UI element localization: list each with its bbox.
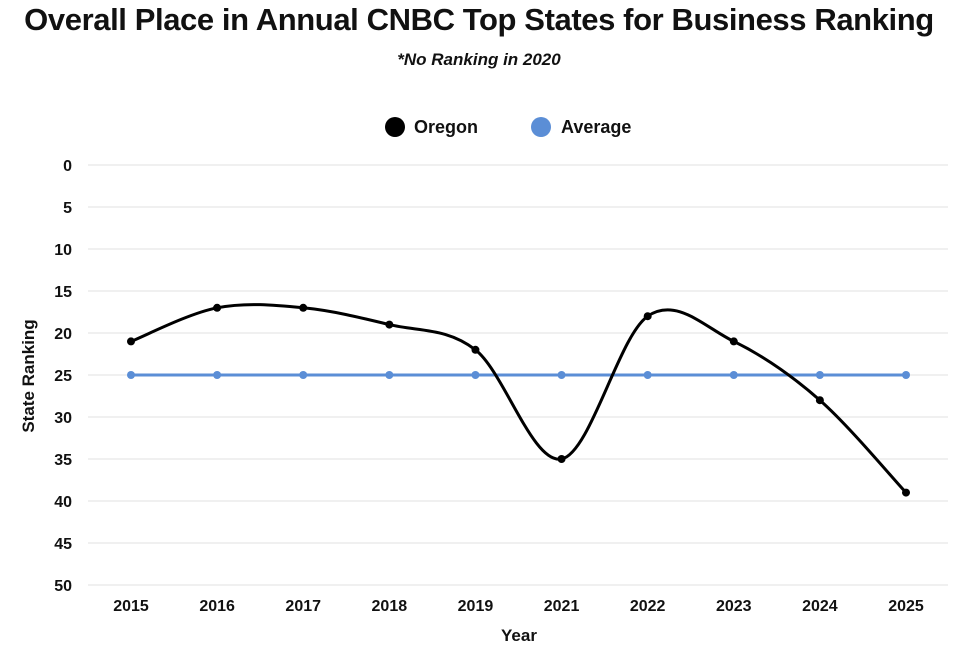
legend-label-oregon: Oregon — [414, 117, 478, 137]
average-data-point — [902, 371, 910, 379]
x-tick-label: 2023 — [716, 598, 752, 615]
oregon-series-line — [129, 303, 908, 495]
oregon-data-point — [213, 303, 222, 312]
oregon-data-point — [729, 337, 738, 346]
average-data-point — [127, 371, 135, 379]
average-data-point — [557, 371, 566, 379]
average-data-point — [471, 371, 480, 379]
oregon-data-point — [557, 455, 566, 463]
legend-marker-oregon — [385, 117, 405, 137]
y-tick-label: 30 — [54, 410, 72, 427]
x-tick-label: 2017 — [285, 598, 321, 615]
y-tick-label: 35 — [54, 452, 72, 469]
oregon-data-point — [902, 488, 910, 497]
y-tick-label: 0 — [63, 158, 72, 175]
oregon-data-point — [299, 303, 308, 312]
chart-subtitle: *No Ranking in 2020 — [397, 50, 561, 69]
oregon-data-point — [643, 312, 652, 321]
x-tick-label: 2025 — [888, 598, 924, 615]
chart-title: Overall Place in Annual CNBC Top States … — [24, 2, 934, 37]
x-tick-label: 2015 — [113, 598, 149, 615]
average-data-point — [213, 371, 222, 379]
x-tick-label: 2024 — [802, 598, 838, 615]
x-tick-label: 2021 — [544, 598, 580, 615]
oregon-data-point — [815, 396, 824, 405]
average-data-point — [643, 371, 652, 379]
oregon-data-point — [471, 345, 480, 354]
average-data-point — [385, 371, 394, 379]
y-tick-label: 50 — [54, 578, 72, 595]
x-tick-label: 2018 — [372, 598, 408, 615]
average-data-point — [815, 371, 824, 379]
y-tick-label: 20 — [54, 326, 72, 343]
x-tick-label: 2022 — [630, 598, 666, 615]
x-tick-label: 2019 — [458, 598, 494, 615]
y-tick-label: 40 — [54, 494, 72, 511]
legend-marker-average — [531, 117, 551, 137]
y-tick-label: 25 — [54, 368, 72, 385]
y-tick-label: 10 — [54, 242, 72, 259]
x-tick-label: 2016 — [199, 598, 235, 615]
y-tick-label: 15 — [54, 284, 72, 301]
oregon-data-point — [127, 337, 135, 346]
oregon-data-point — [385, 320, 394, 329]
x-axis-label: Year — [501, 626, 537, 645]
y-tick-label: 45 — [54, 536, 72, 553]
average-data-point — [299, 371, 308, 379]
legend-label-average: Average — [561, 117, 631, 137]
average-data-point — [729, 371, 738, 379]
y-axis-label: State Ranking — [19, 319, 38, 432]
y-tick-label: 5 — [63, 200, 72, 217]
